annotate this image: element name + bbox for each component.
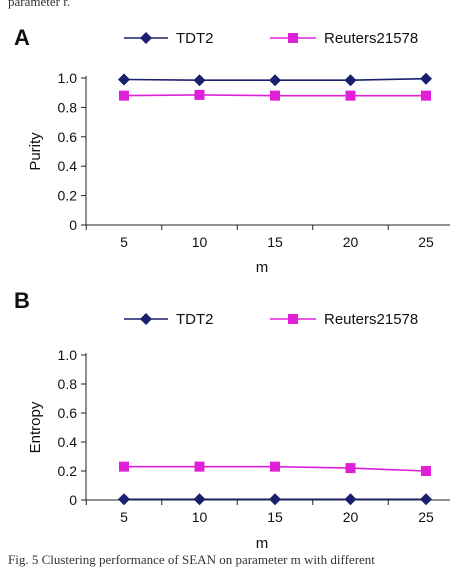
panel-label: B — [14, 288, 30, 313]
legend-item: Reuters21578 — [270, 311, 418, 328]
data-point — [194, 89, 205, 100]
legend-marker — [288, 314, 298, 324]
series-tdt2 — [118, 493, 432, 506]
y-tick-label: 0.8 — [58, 99, 78, 115]
data-point — [118, 493, 130, 506]
x-tick-label: 20 — [343, 234, 359, 250]
x-tick-label: 20 — [343, 509, 359, 525]
x-tick-label: 25 — [418, 234, 434, 250]
y-tick-label: 0.8 — [58, 376, 78, 392]
legend-label: TDT2 — [176, 311, 214, 328]
series-tdt2 — [118, 72, 432, 87]
data-point — [194, 461, 205, 472]
y-tick-label: 0.2 — [58, 463, 78, 479]
x-tick-label: 15 — [267, 509, 283, 525]
caption-top: parameter r. — [8, 0, 71, 9]
x-tick-label: 5 — [120, 509, 128, 525]
legend-item: Reuters21578 — [270, 30, 418, 47]
data-point — [420, 493, 432, 506]
x-tick-label: 25 — [418, 509, 434, 525]
legend-marker — [140, 32, 152, 44]
data-point — [344, 74, 357, 87]
series-reuters21578 — [119, 89, 431, 101]
y-axis-label: Purity — [27, 132, 44, 171]
data-point — [420, 72, 432, 85]
x-tick-label: 15 — [267, 234, 283, 250]
y-tick-label: 0 — [69, 217, 77, 233]
data-point — [344, 493, 357, 506]
y-tick-label: 1.0 — [58, 347, 78, 363]
legend-label: Reuters21578 — [324, 30, 418, 47]
data-point — [270, 90, 280, 101]
legend-marker — [140, 313, 152, 325]
data-point — [421, 466, 431, 476]
data-point — [193, 493, 206, 506]
data-point — [119, 90, 129, 101]
y-tick-label: 0.6 — [58, 129, 78, 145]
y-axis-label: Entropy — [27, 401, 44, 453]
y-tick-label: 1.0 — [58, 70, 78, 86]
data-point — [421, 90, 431, 101]
legend-item: TDT2 — [124, 311, 214, 328]
data-point — [118, 73, 130, 86]
chart-panel-b: B TDT2 Reuters21578 0 0.2 0.4 0.6 0.8 1.0 5 10 15 20… — [14, 288, 450, 552]
y-tick-label: 0.2 — [58, 188, 78, 204]
series-reuters21578 — [119, 461, 431, 476]
data-point — [345, 463, 356, 474]
legend-marker — [288, 33, 298, 43]
panel-label: A — [14, 25, 30, 50]
legend-item: TDT2 — [124, 30, 214, 47]
data-point — [119, 461, 129, 472]
chart-panel-a: A TDT2 Reuters21578 0 0.2 0.4 0.6 0.8 1.0 5 10 15 20… — [14, 25, 450, 276]
x-tick-label: 5 — [120, 234, 128, 250]
data-point — [269, 493, 281, 506]
data-point — [193, 74, 206, 87]
x-tick-label: 10 — [192, 509, 208, 525]
data-point — [270, 461, 280, 472]
y-tick-label: 0.4 — [58, 434, 78, 450]
legend-label: Reuters21578 — [324, 311, 418, 328]
x-axis-label: m — [256, 259, 269, 276]
data-point — [345, 90, 356, 101]
caption-bottom: Fig. 5 Clustering performance of SEAN on… — [8, 552, 375, 567]
y-tick-label: 0.4 — [58, 158, 78, 174]
y-tick-label: 0 — [69, 492, 77, 508]
y-tick-label: 0.6 — [58, 405, 78, 421]
x-axis-label: m — [256, 535, 269, 552]
data-point — [269, 74, 281, 87]
legend-label: TDT2 — [176, 30, 214, 47]
x-tick-label: 10 — [192, 234, 208, 250]
